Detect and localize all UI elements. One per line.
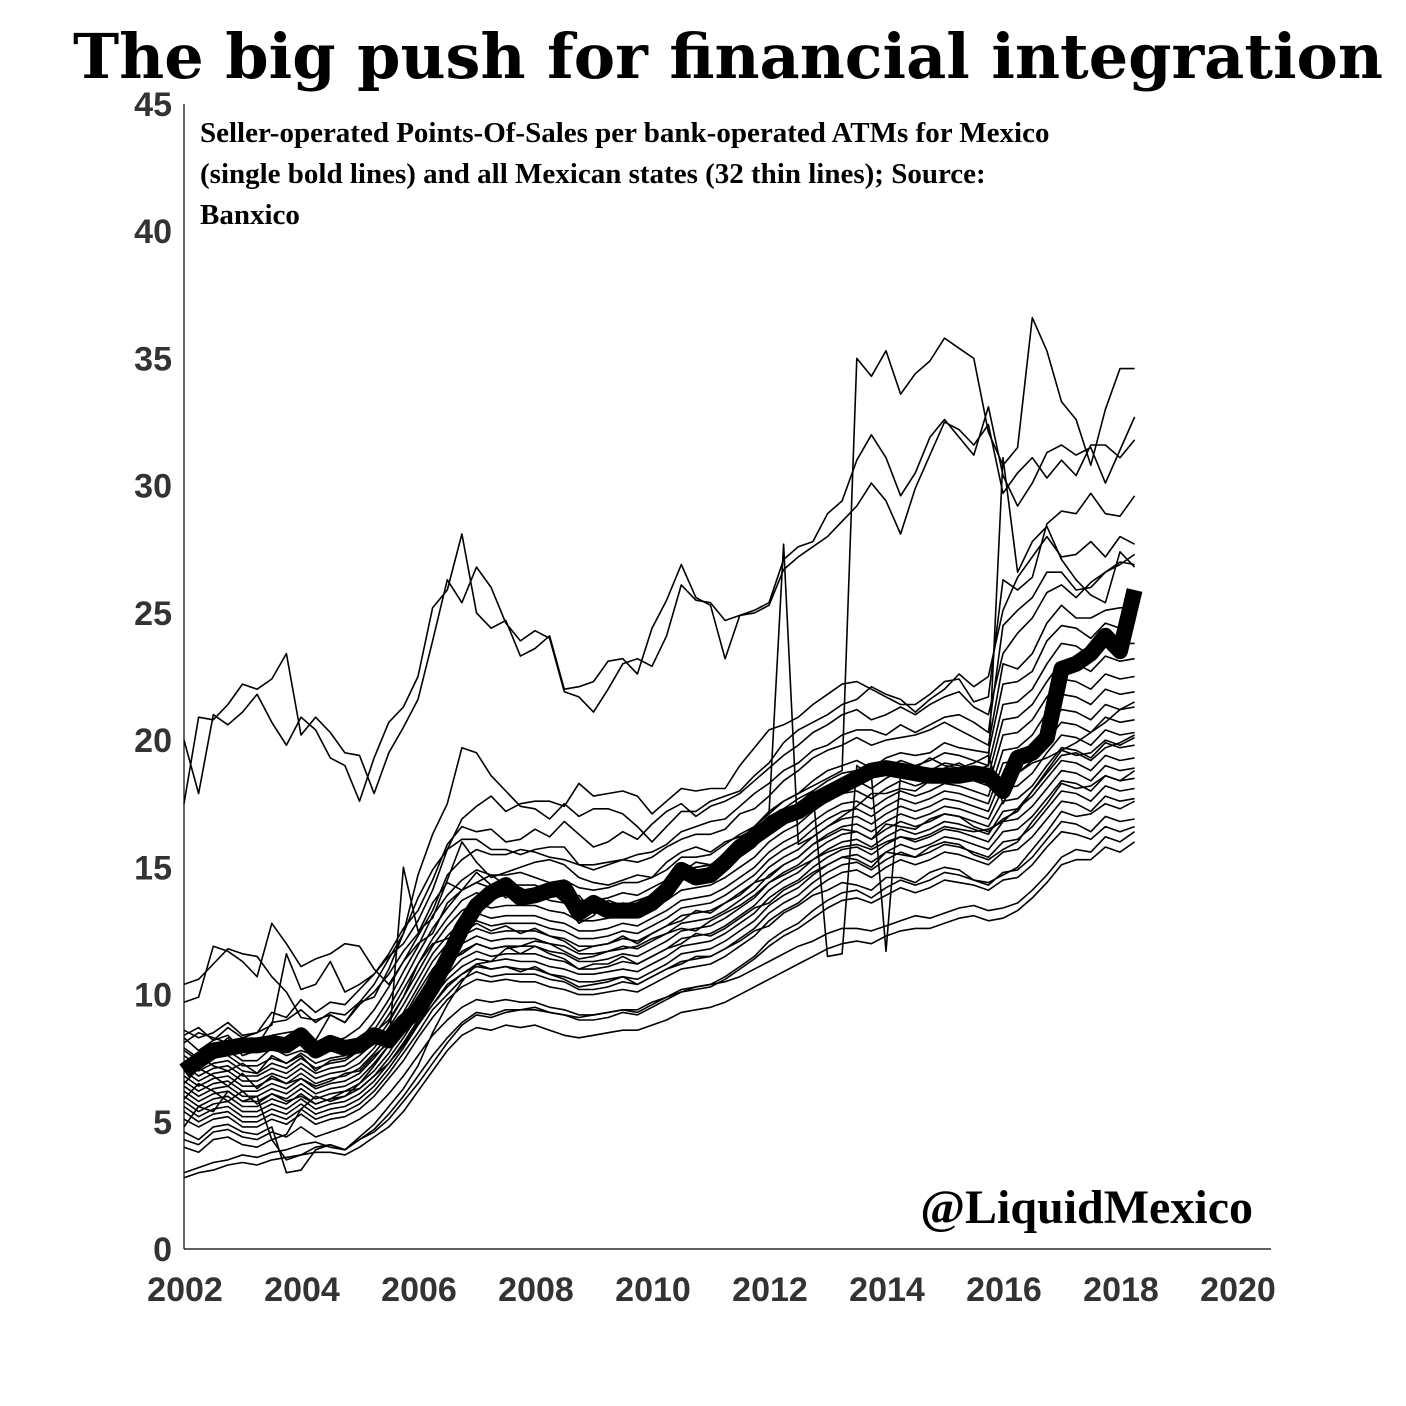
state-line-29 (183, 553, 1136, 1039)
y-tick-label: 30 (134, 468, 172, 506)
x-tick-label: 2020 (1200, 1271, 1276, 1309)
state-line-31 (183, 769, 1136, 1090)
y-tick-label: 0 (153, 1231, 172, 1269)
x-tick-label: 2014 (849, 1271, 925, 1309)
y-tick-label: 25 (134, 595, 172, 633)
state-line-2 (183, 421, 1136, 802)
chart-title: The big push for financial integration (73, 20, 1383, 93)
state-line-14 (183, 703, 1135, 1087)
state-line-20 (183, 774, 1135, 1118)
y-tick-label: 45 (134, 86, 172, 124)
y-tick-label: 35 (134, 340, 172, 378)
state-line-6 (183, 535, 1135, 1052)
x-tick-labels: 2002 2004 2006 2008 2010 2012 2014 2016 2018 2020 (147, 1271, 1276, 1309)
x-tick-label: 2016 (966, 1271, 1042, 1309)
national-line (179, 588, 1143, 1078)
state-line-19 (183, 764, 1135, 1113)
chart-subtitle-line-3: Banxico (200, 199, 300, 231)
x-tick-label: 2002 (147, 1271, 223, 1309)
state-lines (183, 316, 1136, 1179)
state-line-28 (183, 841, 1136, 1179)
y-tick-label: 40 (134, 213, 172, 251)
state-line-7 (183, 561, 1135, 1052)
watermark-handle: @LiquidMexico (920, 1181, 1253, 1234)
national-line-group (179, 588, 1143, 1078)
x-tick-label: 2006 (381, 1271, 457, 1309)
state-line-27 (183, 831, 1136, 1174)
x-tick-label: 2004 (264, 1271, 340, 1309)
state-line-30 (183, 736, 1135, 1075)
y-tick-label: 20 (134, 722, 172, 760)
state-line-32 (183, 800, 1135, 1105)
state-line-13 (183, 688, 1135, 1082)
y-tick-label: 5 (153, 1104, 172, 1142)
y-tick-label: 15 (134, 849, 172, 887)
chart-subtitle-line-2: (single bold lines) and all Mexican stat… (200, 158, 986, 190)
state-line-11 (183, 655, 1135, 1075)
chart-subtitle-line-1: Seller-operated Points-Of-Sales per bank… (200, 117, 1049, 149)
x-tick-label: 2012 (732, 1271, 808, 1309)
state-line-23 (183, 701, 1135, 1141)
state-line-16 (183, 729, 1135, 1098)
x-tick-label: 2010 (615, 1271, 691, 1309)
state-line-5 (183, 492, 1136, 1042)
state-line-8 (183, 604, 1135, 1059)
state-line-1 (183, 406, 1136, 804)
y-tick-labels: 0 5 10 15 20 25 30 35 40 45 (134, 86, 172, 1269)
y-tick-label: 10 (134, 977, 172, 1015)
x-tick-label: 2008 (498, 1271, 574, 1309)
state-line-22 (183, 795, 1135, 1128)
x-tick-label: 2018 (1083, 1271, 1159, 1309)
